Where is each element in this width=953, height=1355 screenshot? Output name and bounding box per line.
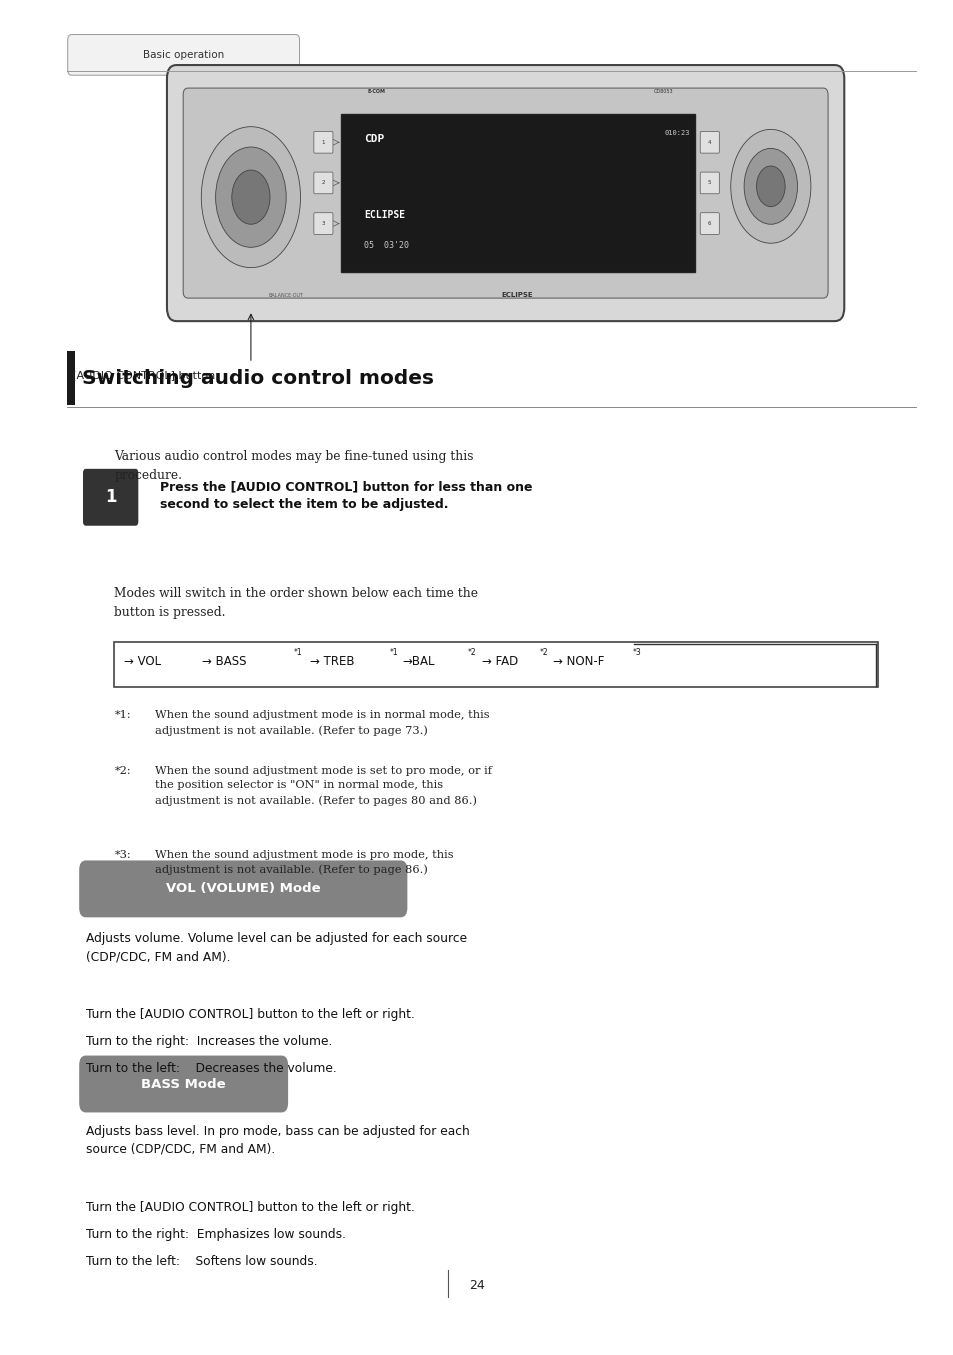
FancyBboxPatch shape [68, 35, 299, 76]
Text: 5: 5 [707, 180, 711, 186]
Text: When the sound adjustment mode is in normal mode, this
adjustment is not availab: When the sound adjustment mode is in nor… [154, 710, 489, 736]
Text: *1: *1 [389, 648, 397, 657]
Text: Turn to the right:  Increases the volume.: Turn to the right: Increases the volume. [86, 1035, 332, 1049]
FancyBboxPatch shape [700, 131, 719, 153]
Circle shape [743, 148, 797, 225]
Text: Modes will switch in the order shown below each time the
button is pressed.: Modes will switch in the order shown bel… [114, 587, 478, 619]
Text: *1:: *1: [114, 710, 131, 720]
Text: [AUDIO CONTROL] button: [AUDIO CONTROL] button [71, 370, 214, 379]
Text: 1: 1 [105, 488, 116, 507]
Text: Turn to the left:    Softens low sounds.: Turn to the left: Softens low sounds. [86, 1255, 317, 1268]
Text: CDP: CDP [364, 134, 384, 144]
Text: Turn the [AUDIO CONTROL] button to the left or right.: Turn the [AUDIO CONTROL] button to the l… [86, 1008, 415, 1022]
Text: *2: *2 [467, 648, 476, 657]
Text: →BAL: →BAL [402, 656, 435, 668]
Bar [340, 114, 694, 272]
Text: Switching audio control modes: Switching audio control modes [82, 369, 434, 388]
FancyBboxPatch shape [700, 213, 719, 234]
Text: E-COM: E-COM [367, 89, 385, 95]
Text: → NON-F: → NON-F [553, 656, 604, 668]
FancyBboxPatch shape [167, 65, 843, 321]
Text: → VOL: → VOL [124, 656, 161, 668]
Text: Adjusts bass level. In pro mode, bass can be adjusted for each
source (CDP/CDC, : Adjusts bass level. In pro mode, bass ca… [86, 1125, 469, 1156]
Text: *2: *2 [539, 648, 548, 657]
Text: 2: 2 [321, 180, 325, 186]
Circle shape [756, 165, 784, 207]
Circle shape [730, 129, 810, 244]
Text: 3: 3 [321, 221, 325, 226]
Circle shape [232, 171, 270, 225]
FancyBboxPatch shape [314, 172, 333, 194]
Text: → FAD: → FAD [481, 656, 517, 668]
Text: When the sound adjustment mode is set to pro mode, or if
the position selector i: When the sound adjustment mode is set to… [154, 766, 491, 806]
Text: Press the [AUDIO CONTROL] button for less than one
second to select the item to : Press the [AUDIO CONTROL] button for les… [160, 481, 532, 511]
Circle shape [201, 127, 300, 268]
FancyBboxPatch shape [83, 469, 138, 526]
Text: *3: *3 [632, 648, 640, 657]
Text: Turn the [AUDIO CONTROL] button to the left or right.: Turn the [AUDIO CONTROL] button to the l… [86, 1201, 415, 1214]
Text: 24: 24 [469, 1279, 484, 1293]
Text: ECLIPSE: ECLIPSE [364, 210, 405, 220]
Text: → BASS: → BASS [202, 656, 247, 668]
Text: 4: 4 [707, 140, 711, 145]
Text: When the sound adjustment mode is pro mode, this
adjustment is not available. (R: When the sound adjustment mode is pro mo… [154, 850, 453, 875]
Text: Adjusts volume. Volume level can be adjusted for each source
(CDP/CDC, FM and AM: Adjusts volume. Volume level can be adju… [86, 932, 467, 963]
Text: → TREB: → TREB [310, 656, 355, 668]
Bar [114, 642, 877, 687]
Text: 1: 1 [321, 140, 325, 145]
Text: 010:23: 010:23 [663, 130, 689, 136]
Text: *1: *1 [294, 648, 302, 657]
Text: *3:: *3: [114, 850, 131, 859]
Text: 6: 6 [707, 221, 711, 226]
Text: VOL (VOLUME) Mode: VOL (VOLUME) Mode [166, 882, 320, 896]
FancyBboxPatch shape [79, 860, 407, 917]
FancyBboxPatch shape [314, 213, 333, 234]
Text: *2:: *2: [114, 766, 131, 775]
Text: BALANCE·OUT: BALANCE·OUT [269, 293, 303, 298]
Text: Turn to the left:    Decreases the volume.: Turn to the left: Decreases the volume. [86, 1062, 336, 1076]
Bar [67, 351, 75, 405]
FancyBboxPatch shape [183, 88, 827, 298]
FancyBboxPatch shape [79, 1056, 288, 1112]
FancyBboxPatch shape [700, 172, 719, 194]
Text: Basic operation: Basic operation [143, 50, 224, 60]
Text: BASS Mode: BASS Mode [141, 1077, 226, 1091]
Text: Various audio control modes may be fine-tuned using this
procedure.: Various audio control modes may be fine-… [114, 450, 474, 482]
Text: ECLIPSE: ECLIPSE [501, 293, 533, 298]
Text: Turn to the right:  Emphasizes low sounds.: Turn to the right: Emphasizes low sounds… [86, 1228, 346, 1241]
Circle shape [215, 148, 286, 248]
FancyBboxPatch shape [314, 131, 333, 153]
Text: 05  03'20: 05 03'20 [364, 241, 409, 249]
Text: CD8053: CD8053 [653, 89, 673, 95]
